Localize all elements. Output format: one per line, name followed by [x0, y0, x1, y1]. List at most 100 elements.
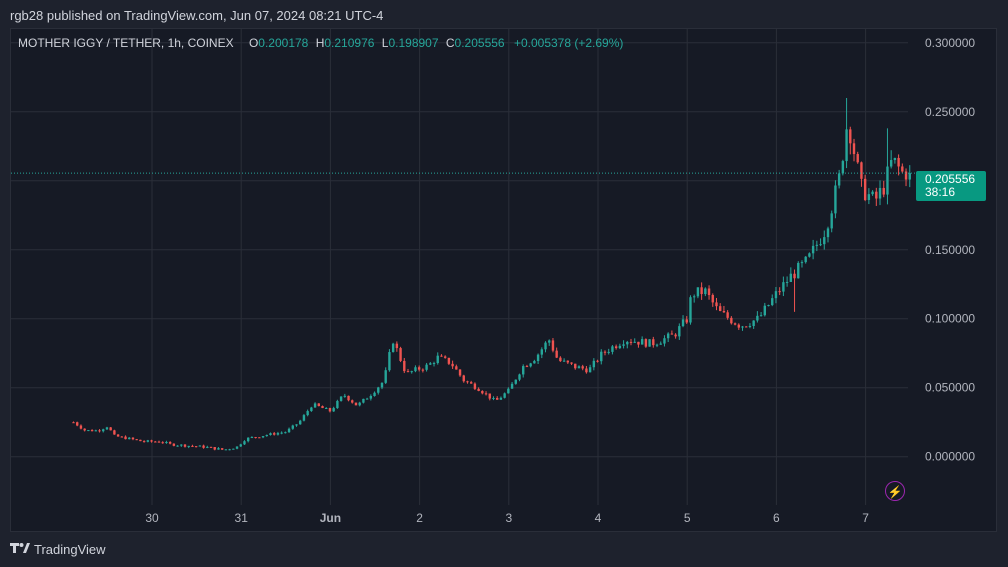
candle-body: [834, 185, 837, 214]
candle-body: [473, 383, 477, 389]
candle-body: [113, 430, 116, 435]
candle-body: [440, 355, 443, 357]
candle-body: [496, 398, 499, 400]
candle-body: [388, 352, 391, 371]
candle-body: [443, 356, 447, 358]
candle-body: [659, 343, 662, 345]
candle-body: [581, 366, 584, 369]
candle-body: [778, 291, 781, 293]
candle-body: [719, 306, 722, 312]
high-value: 0.210976: [324, 36, 375, 50]
candle-body: [436, 355, 439, 364]
candle-body: [269, 433, 272, 436]
price-tick-label: 0.150000: [925, 243, 975, 257]
candle-body: [313, 403, 317, 408]
candle-body: [826, 228, 830, 238]
candle-body: [94, 430, 98, 432]
candle-body: [168, 441, 172, 444]
candle-body: [265, 435, 268, 437]
candle-body: [332, 408, 335, 412]
time-axis: 30 31 Jun 2 3 4 5 6 7: [145, 511, 869, 525]
candle-body: [213, 447, 216, 450]
candle-body: [600, 351, 603, 362]
time-tick-label: 5: [684, 511, 691, 525]
candle-body: [733, 323, 737, 325]
candle-body: [674, 334, 677, 337]
candle-body: [302, 415, 306, 421]
candle-body: [176, 445, 179, 447]
candle-body: [246, 437, 250, 442]
candle-body: [76, 422, 79, 426]
candle-body: [886, 166, 889, 195]
candle-body: [362, 398, 365, 403]
candle-body: [577, 366, 581, 369]
time-tick-label: 30: [145, 511, 159, 525]
candle-body: [258, 437, 261, 439]
candle-body: [321, 406, 324, 409]
candle-body: [120, 436, 124, 438]
close-value: 0.205556: [454, 36, 505, 50]
candle-body: [652, 339, 655, 346]
candle-body: [510, 383, 514, 389]
candle-body: [707, 288, 711, 296]
candle-body: [451, 363, 454, 367]
price-tick-label: 0.100000: [925, 312, 975, 326]
candle-body: [124, 436, 127, 440]
symbol-label: MOTHER IGGY / TETHER, 1h, COINEX: [18, 36, 234, 50]
candle-body: [116, 434, 120, 437]
candle-body: [399, 348, 402, 361]
candle-body: [235, 446, 239, 449]
candle-body: [670, 333, 674, 335]
candle-body: [574, 363, 577, 369]
candle-body: [128, 437, 131, 440]
candle-body: [518, 374, 521, 380]
candle-body: [198, 445, 202, 447]
candle-countdown: 38:16: [925, 185, 956, 199]
candle-body: [849, 129, 852, 144]
candle-body: [369, 395, 373, 399]
candle-body: [135, 439, 138, 441]
candle-body: [499, 397, 503, 400]
candle-body: [72, 422, 75, 424]
candle-body: [317, 403, 321, 407]
candle-body: [295, 424, 298, 426]
current-price-value: 0.205556: [925, 172, 976, 186]
candle-body: [469, 382, 473, 384]
candle-body: [663, 338, 666, 344]
footer-brand: TradingView: [10, 542, 106, 557]
candle-body: [793, 273, 796, 279]
candle-body: [232, 448, 235, 450]
candle-body: [102, 429, 105, 432]
candle-body: [109, 427, 112, 431]
candle-body: [689, 297, 692, 323]
candle-body: [588, 367, 592, 373]
candle-body: [607, 351, 610, 353]
candle-body: [458, 369, 462, 376]
candle-body: [425, 364, 428, 370]
candle-body: [139, 439, 142, 442]
candle-body: [845, 129, 848, 162]
candle-body: [596, 360, 599, 362]
candle-body: [273, 433, 276, 435]
candle-body: [180, 444, 183, 446]
candle-body: [811, 245, 815, 254]
candle-body: [410, 371, 413, 373]
open-label: O: [248, 36, 259, 50]
candle-body: [804, 256, 807, 263]
candle-body: [239, 444, 242, 447]
time-tick-label: 2: [416, 511, 423, 525]
candle-body: [681, 319, 685, 327]
candle-body: [347, 395, 350, 401]
candle-body: [774, 291, 778, 299]
candle-body: [284, 432, 287, 434]
candle-body: [217, 448, 220, 450]
candle-body: [823, 237, 826, 245]
candle-body: [432, 363, 436, 365]
candle-body: [540, 349, 544, 355]
candle-body: [131, 437, 135, 440]
candle-body: [726, 312, 729, 318]
candle-body: [715, 302, 718, 307]
time-tick-label: Jun: [320, 511, 341, 525]
lightning-icon[interactable]: ⚡: [885, 481, 905, 501]
